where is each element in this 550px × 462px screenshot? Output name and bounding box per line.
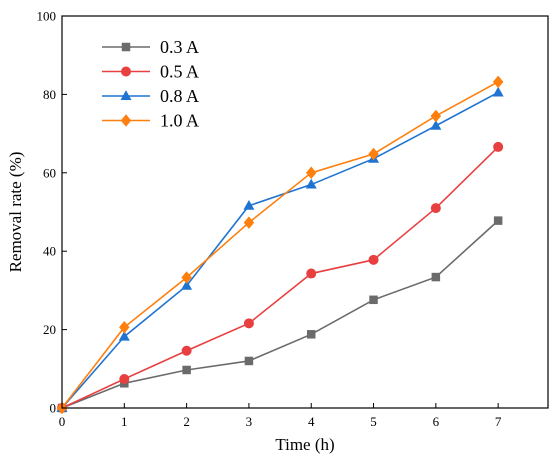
x-tick-label: 2 [183,414,190,429]
data-point [119,320,130,334]
data-point [243,199,255,210]
data-point [182,365,191,375]
legend-item: 0.5 A [102,62,199,82]
y-tick-label: 40 [43,244,56,259]
data-point [493,141,504,152]
legend-label: 0.5 A [160,62,199,82]
legend-item: 1.0 A [102,111,199,131]
legend-label: 1.0 A [160,111,199,131]
x-tick-label: 3 [246,414,253,429]
series-layer [56,75,504,415]
legend-marker [121,66,131,77]
legend-item: 0.8 A [102,86,199,106]
data-point [181,345,192,356]
y-tick-label: 0 [50,401,57,416]
data-point [430,109,442,123]
x-tick-label: 0 [59,414,66,429]
series-line [61,81,499,409]
series-3 [56,75,504,415]
data-point [368,147,379,161]
data-point [118,330,130,341]
data-point [369,295,378,305]
plot-frame [61,15,549,409]
y-tick-label: 60 [43,165,56,180]
legend-marker [121,42,131,52]
data-point [305,166,317,180]
data-point [181,271,192,284]
y-tick-label: 80 [43,87,56,102]
y-tick-label: 100 [37,9,57,24]
series-line [61,146,499,409]
legend-label: 0.8 A [160,86,199,106]
data-point [243,216,255,229]
y-axis-title: Removal rate (%) [6,152,25,273]
x-tick-label: 6 [433,414,440,429]
data-point [430,120,442,130]
data-point [119,373,130,384]
legend-item: 0.3 A [102,37,199,57]
data-point [430,203,441,214]
legend-label: 0.3 A [160,37,199,57]
legend: 0.3 A 0.5 A 0.8 A 1.0 A [102,37,199,131]
series-line [61,91,499,409]
data-point [181,279,193,290]
x-tick-label: 4 [308,414,315,429]
data-point [368,254,379,265]
legend-marker [120,90,132,100]
data-point [243,318,254,329]
series-line [61,220,499,409]
series-2 [56,86,504,412]
x-axis-title: Time (h) [275,435,334,454]
data-point [431,272,441,282]
data-point [492,75,504,89]
legend-marker [120,114,132,127]
data-point [305,178,317,189]
data-point [306,268,317,279]
data-point [306,330,316,339]
x-tick-label: 5 [370,414,377,429]
data-point [492,86,504,97]
data-point [244,356,254,366]
y-tick-label: 20 [43,322,56,337]
x-tick-label: 1 [121,414,128,429]
data-point [493,216,503,225]
x-tick-label: 7 [495,414,502,429]
